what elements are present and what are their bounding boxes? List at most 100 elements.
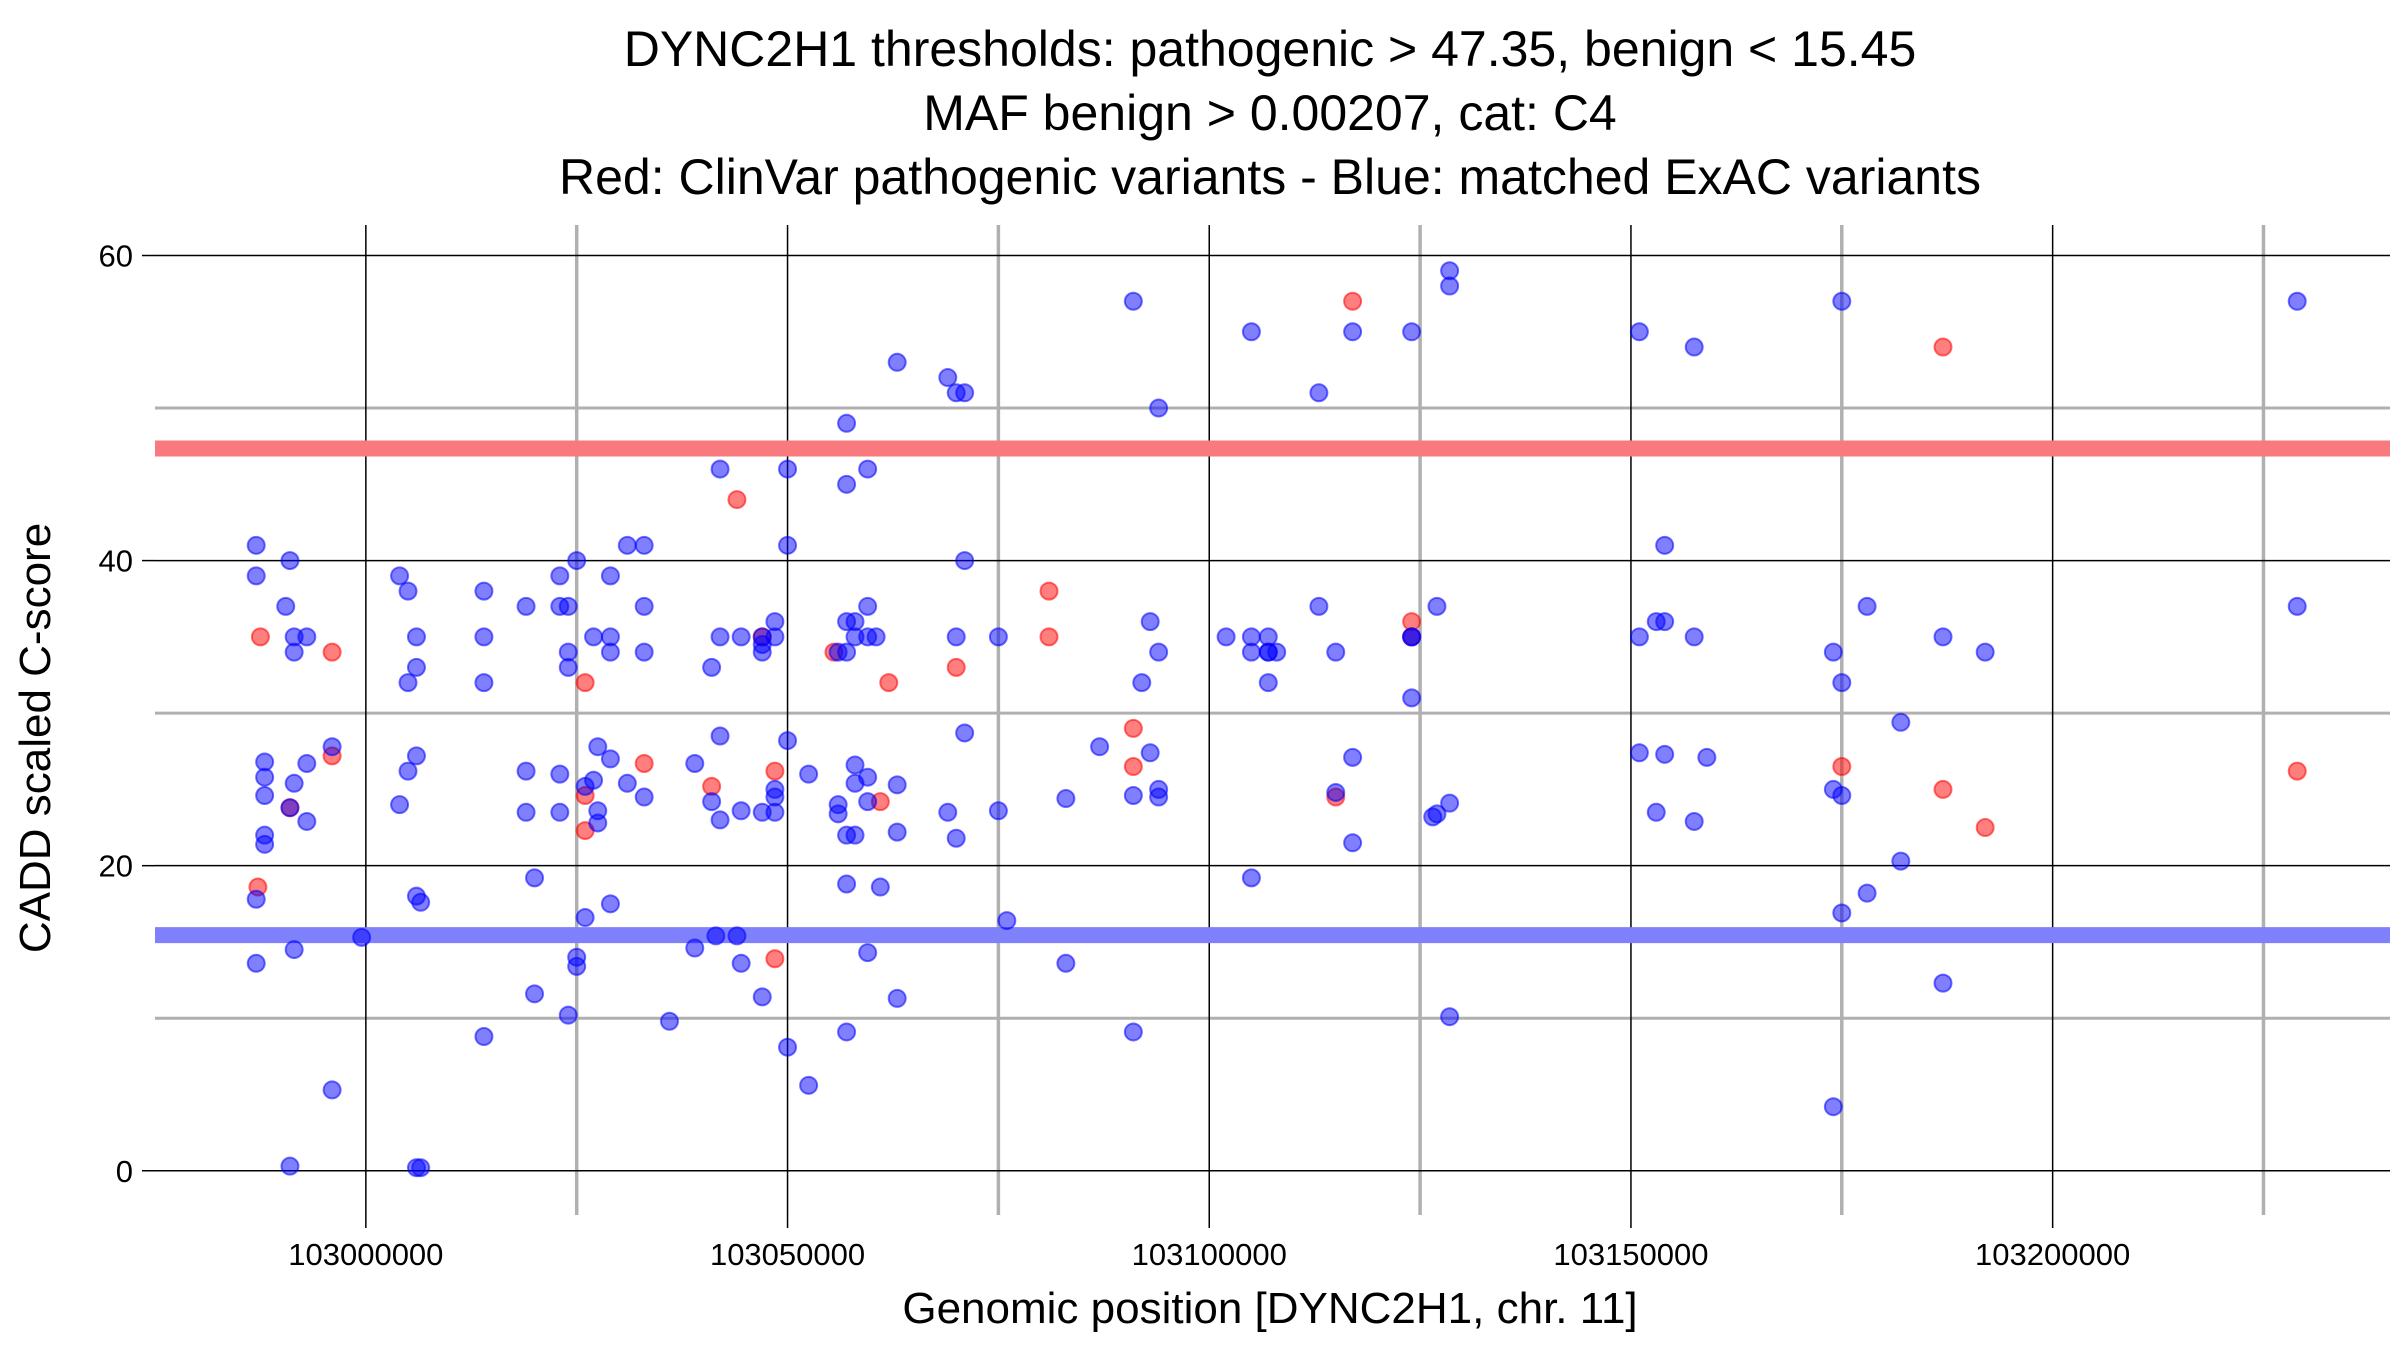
exac-point (2287, 291, 2307, 311)
exac-point (1684, 811, 1704, 831)
clinvar-point (727, 490, 747, 510)
exac-point (858, 792, 878, 812)
exac-point (778, 731, 798, 751)
exac-point (1149, 642, 1169, 662)
exac-point (1123, 786, 1143, 806)
exac-point (858, 767, 878, 787)
exac-point (1326, 782, 1346, 802)
exac-point (1149, 398, 1169, 418)
exac-point (588, 737, 608, 757)
exac-point (284, 642, 304, 662)
exac-point (516, 761, 536, 781)
exac-point (600, 566, 620, 586)
exac-point (284, 773, 304, 793)
exac-point (1857, 596, 1877, 616)
exac-point (938, 802, 958, 822)
x-axis-ticks: 103000000 103050000 103100000 103150000 1032… (288, 1215, 2130, 1272)
exac-point (1629, 743, 1649, 763)
exac-point (1684, 627, 1704, 647)
exac-point (887, 352, 907, 372)
clinvar-point (879, 673, 899, 693)
exac-point (988, 627, 1008, 647)
clinvar-point (250, 627, 270, 647)
y-tick-label: 60 (99, 239, 133, 274)
exac-point (731, 801, 751, 821)
exac-point (600, 749, 620, 769)
exac-point (1241, 322, 1261, 342)
exac-point (406, 746, 426, 766)
exac-point (525, 984, 545, 1004)
exac-matched-points (246, 261, 2307, 1178)
exac-point (1241, 868, 1261, 888)
clinvar-point (1039, 581, 1059, 601)
exac-point (1832, 786, 1852, 806)
exac-point (1440, 793, 1460, 813)
exac-point (1440, 1007, 1460, 1027)
exac-point (955, 383, 975, 403)
exac-point (955, 723, 975, 743)
exac-point (778, 1037, 798, 1057)
exac-point (702, 657, 722, 677)
exac-point (634, 535, 654, 555)
exac-point (246, 953, 266, 973)
exac-point (685, 938, 705, 958)
exac-point (1646, 802, 1666, 822)
exac-point (828, 804, 848, 824)
exac-point (702, 792, 722, 812)
exac-point (837, 874, 857, 894)
exac-point (284, 940, 304, 960)
exac-point (1343, 747, 1363, 767)
x-tick-label: 103100000 (1132, 1237, 1287, 1272)
exac-point (858, 596, 878, 616)
exac-point (297, 753, 317, 773)
exac-point (474, 627, 494, 647)
clinvar-point (1933, 779, 1953, 799)
exac-point (1149, 787, 1169, 807)
exac-point (866, 627, 886, 647)
exac-point (352, 927, 372, 947)
exac-point (710, 810, 730, 830)
exac-point (280, 798, 300, 818)
exac-point (837, 474, 857, 494)
exac-point (1832, 291, 1852, 311)
exac-point (1832, 903, 1852, 923)
exac-point (988, 801, 1008, 821)
chart-title-line-1: DYNC2H1 thresholds: pathogenic > 47.35, … (624, 21, 1917, 77)
exac-point (778, 459, 798, 479)
exac-point (706, 926, 726, 946)
clinvar-point (1123, 718, 1143, 738)
exac-point (2287, 596, 2307, 616)
exac-point (799, 1075, 819, 1095)
exac-point (1309, 596, 1329, 616)
exac-point (474, 1027, 494, 1047)
exac-point (411, 892, 431, 912)
y-tick-label: 20 (99, 849, 133, 884)
clinvar-point (1933, 337, 1953, 357)
exac-point (887, 775, 907, 795)
chart-title-line-3: Red: ClinVar pathogenic variants - Blue:… (559, 149, 1981, 205)
exac-point (398, 761, 418, 781)
exac-point (955, 551, 975, 571)
exac-point (322, 1080, 342, 1100)
exac-point (778, 535, 798, 555)
exac-point (858, 459, 878, 479)
exac-point (710, 726, 730, 746)
exac-point (1891, 851, 1911, 871)
x-tick-label: 103000000 (288, 1237, 443, 1272)
exac-point (1891, 712, 1911, 732)
exac-point (887, 988, 907, 1008)
exac-point (567, 956, 587, 976)
exac-point (710, 459, 730, 479)
exac-point (246, 889, 266, 909)
exac-point (550, 566, 570, 586)
exac-point (1832, 673, 1852, 693)
exac-point (1343, 322, 1363, 342)
exac-point (1427, 804, 1447, 824)
exac-point (634, 642, 654, 662)
clinvar-point (322, 642, 342, 662)
clinvar-point (1975, 818, 1995, 838)
exac-point (685, 753, 705, 773)
exac-point (1267, 642, 1287, 662)
exac-point (1697, 747, 1717, 767)
exac-point (1933, 973, 1953, 993)
